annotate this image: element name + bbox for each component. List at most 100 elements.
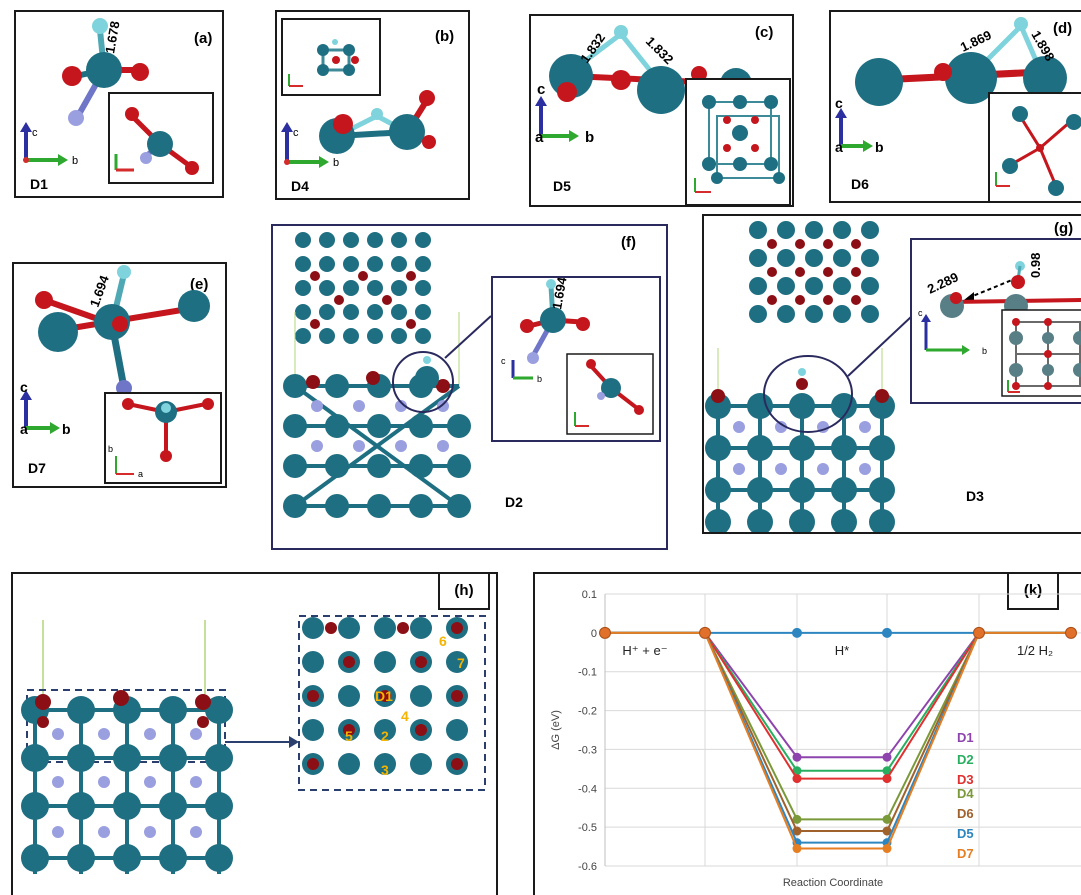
panel-h-tag-box: (h) — [438, 574, 490, 610]
panel-e: (e) 1.694 c a b D7 b a — [12, 262, 227, 488]
reference-point — [792, 627, 802, 638]
stage-label: H⁺ + e⁻ — [622, 643, 667, 658]
y-tick-label: 0 — [591, 628, 597, 640]
panel-a-tag: (a) — [194, 30, 213, 47]
svg-text:c: c — [20, 379, 28, 395]
bond-length-label: 1.869 — [958, 27, 994, 54]
y-axis-title: ΔG (eV) — [550, 710, 562, 750]
site-label: 4 — [401, 708, 409, 724]
series-label-D6: D6 — [957, 806, 974, 821]
y-tick-label: -0.3 — [578, 744, 597, 756]
data-point-D7 — [882, 844, 892, 854]
panel-d: (d) 1.869 1.898 c a b D6 — [829, 10, 1081, 203]
svg-text:b: b — [585, 129, 594, 146]
panel-c-inset — [685, 78, 791, 205]
series-line-D6 — [605, 631, 1071, 833]
svg-text:b: b — [333, 157, 339, 169]
data-point-D1 — [882, 752, 892, 762]
svg-text:c: c — [918, 308, 923, 318]
panel-f-slab — [283, 232, 492, 518]
panel-c: (c) 1.832 1.832 c a b D5 — [529, 14, 794, 207]
site-label: 3 — [381, 762, 389, 778]
series-line-D7 — [605, 631, 1071, 850]
data-point-D2 — [882, 766, 892, 776]
endpoint-marker — [599, 626, 611, 639]
panel-h-tag: (h) — [454, 582, 474, 599]
svg-text:b: b — [62, 421, 71, 437]
data-point-D3 — [882, 774, 892, 784]
panel-e-tag: (e) — [190, 276, 209, 293]
panel-h: (h) — [11, 572, 498, 895]
svg-text:a: a — [138, 469, 143, 479]
panel-f-zoom-box: 1.694 c b — [491, 276, 661, 442]
panel-f-tag: (f) — [621, 234, 636, 251]
stage-label: H* — [835, 643, 849, 658]
y-tick-label: -0.4 — [578, 783, 597, 795]
series-line-D4 — [605, 631, 1071, 821]
free-energy-chart: 0.1 0 -0.1 -0.2 -0.3 -0.4 -0.5 -0.6 ΔG (eV) React… — [550, 589, 1081, 889]
panel-k-tag-box: (k) — [1007, 574, 1059, 610]
panel-d-name: D6 — [851, 176, 869, 192]
data-point-D2 — [792, 766, 802, 776]
panel-e-inset: b a — [104, 392, 222, 484]
reference-point — [882, 627, 892, 638]
bond-length-label: 0.98 — [1028, 253, 1043, 278]
series-line-D5 — [605, 631, 1071, 844]
panel-g-zoom-box: 2.289 0.98 c b — [910, 238, 1081, 404]
panel-d-inset — [988, 92, 1081, 201]
panel-k-tag: (k) — [1023, 582, 1043, 599]
panel-g-name: D3 — [966, 488, 984, 504]
panel-b: (b) c b D4 — [275, 10, 470, 200]
svg-text:c: c — [537, 81, 545, 98]
site-label: D1 — [375, 688, 393, 704]
series-label-D3: D3 — [957, 772, 974, 787]
svg-text:b: b — [982, 346, 987, 356]
panel-d-structure: 1.869 1.898 c a b — [835, 17, 1067, 155]
svg-text:a: a — [20, 421, 28, 437]
panel-g-tag: (g) — [1054, 220, 1074, 237]
y-tick-label: -0.2 — [578, 706, 597, 718]
panel-e-structure: 1.694 c a b — [20, 265, 210, 437]
data-point-D4 — [792, 814, 802, 824]
y-tick-label: 0.1 — [582, 589, 597, 601]
y-tick-label: -0.1 — [578, 667, 597, 679]
site-label: 6 — [439, 633, 447, 649]
series-label-D4: D4 — [957, 786, 974, 801]
panel-b-name: D4 — [291, 178, 309, 194]
bond-length-label: 1.678 — [102, 20, 122, 55]
series-label-D5: D5 — [957, 826, 974, 841]
panel-c-name: D5 — [553, 178, 571, 194]
data-point-D6 — [792, 826, 802, 836]
axis-c-label: c — [32, 127, 38, 139]
endpoint-marker — [973, 626, 985, 639]
axis-b-label: b — [72, 155, 78, 167]
panel-g: (g) — [702, 214, 1081, 534]
panel-b-structure: c b — [281, 90, 436, 169]
panel-f-name: D2 — [505, 494, 523, 510]
panel-c-tag: (c) — [755, 24, 774, 41]
panel-k: (k) 0.1 0 -0.1 -0.2 -0.3 -0.4 -0.5 -0.6 ΔG (eV) R… — [533, 572, 1081, 895]
panel-b-tag: (b) — [435, 28, 455, 45]
series-label-D1: D1 — [957, 730, 974, 745]
panel-b-inset — [281, 18, 381, 96]
panel-d-tag: (d) — [1053, 20, 1073, 37]
panel-a-inset — [108, 92, 214, 184]
panel-a-structure: 1.678 c b — [20, 18, 149, 167]
stage-label: 1/2 H₂ — [1017, 643, 1053, 658]
series-label-D2: D2 — [957, 752, 974, 767]
x-axis-title: Reaction Coordinate — [783, 877, 883, 889]
svg-text:b: b — [537, 374, 542, 384]
endpoint-marker — [699, 626, 711, 639]
panel-a: (a) 1.678 c b D1 — [14, 10, 224, 198]
bond-length-label: 1.832 — [643, 34, 677, 68]
y-tick-label: -0.6 — [578, 861, 597, 873]
svg-text:a: a — [535, 129, 544, 146]
site-label: 2 — [381, 728, 389, 744]
svg-text:c: c — [501, 356, 506, 366]
bond-length-label: 1.694 — [549, 278, 570, 311]
panel-h-slab: 6 7 D1 4 5 2 3 — [21, 615, 486, 874]
panel-a-name: D1 — [30, 176, 48, 192]
y-tick-label: -0.5 — [578, 822, 597, 834]
panel-g-slab — [705, 221, 913, 532]
series-label-D7: D7 — [957, 846, 974, 861]
